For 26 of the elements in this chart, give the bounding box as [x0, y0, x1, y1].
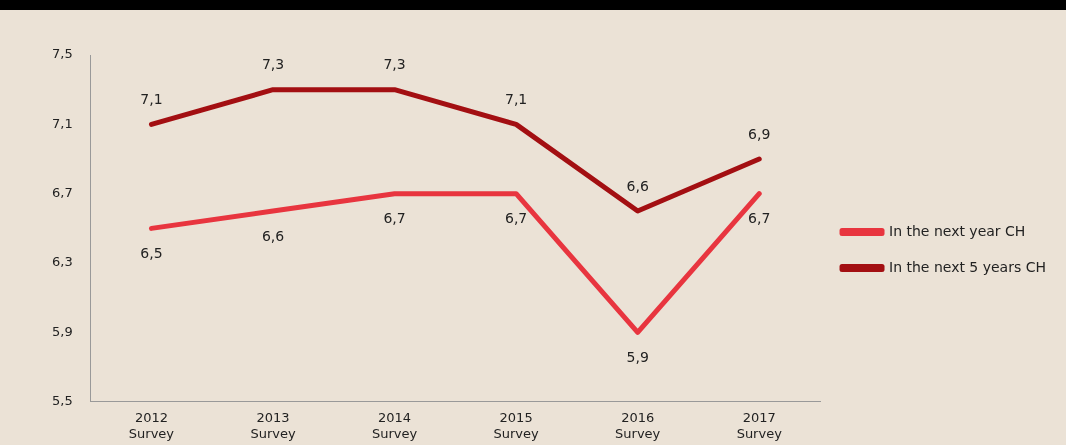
data-label: 7,1: [140, 91, 163, 107]
data-label: 6,6: [261, 227, 285, 244]
y-tick-label: 5,5: [51, 393, 73, 409]
legend-label: In the next year CH: [889, 222, 1026, 239]
data-label: 7,3: [261, 56, 285, 73]
y-tick-label: 7,5: [51, 46, 73, 62]
data-label: 7,3: [383, 56, 406, 73]
y-tick-label: 7,1: [51, 115, 73, 131]
legend-label: In the next 5 years CH: [889, 258, 1046, 275]
data-label: 7,1: [504, 91, 528, 107]
x-tick-label: 2012 Survey: [128, 409, 175, 441]
x-tick-label: 2013 Survey: [250, 409, 296, 441]
x-tick-label: 2014 Survey: [371, 409, 418, 441]
data-label: 6,7: [383, 210, 406, 227]
data-label: 6,5: [140, 245, 163, 262]
x-tick-label: 2015 Survey: [493, 409, 540, 441]
data-label: 5,9: [626, 349, 649, 366]
x-tick-label: 2016 Survey: [615, 409, 661, 441]
data-label: 6,7: [504, 210, 528, 227]
y-tick-label: 5,9: [51, 323, 73, 339]
data-label: 6,9: [748, 125, 771, 142]
data-label: 6,7: [748, 210, 771, 227]
x-tick-label: 2017 Survey: [736, 409, 783, 441]
y-tick-label: 6,3: [51, 254, 73, 270]
y-tick-label: 6,7: [51, 185, 73, 201]
data-label: 6,6: [626, 177, 649, 194]
